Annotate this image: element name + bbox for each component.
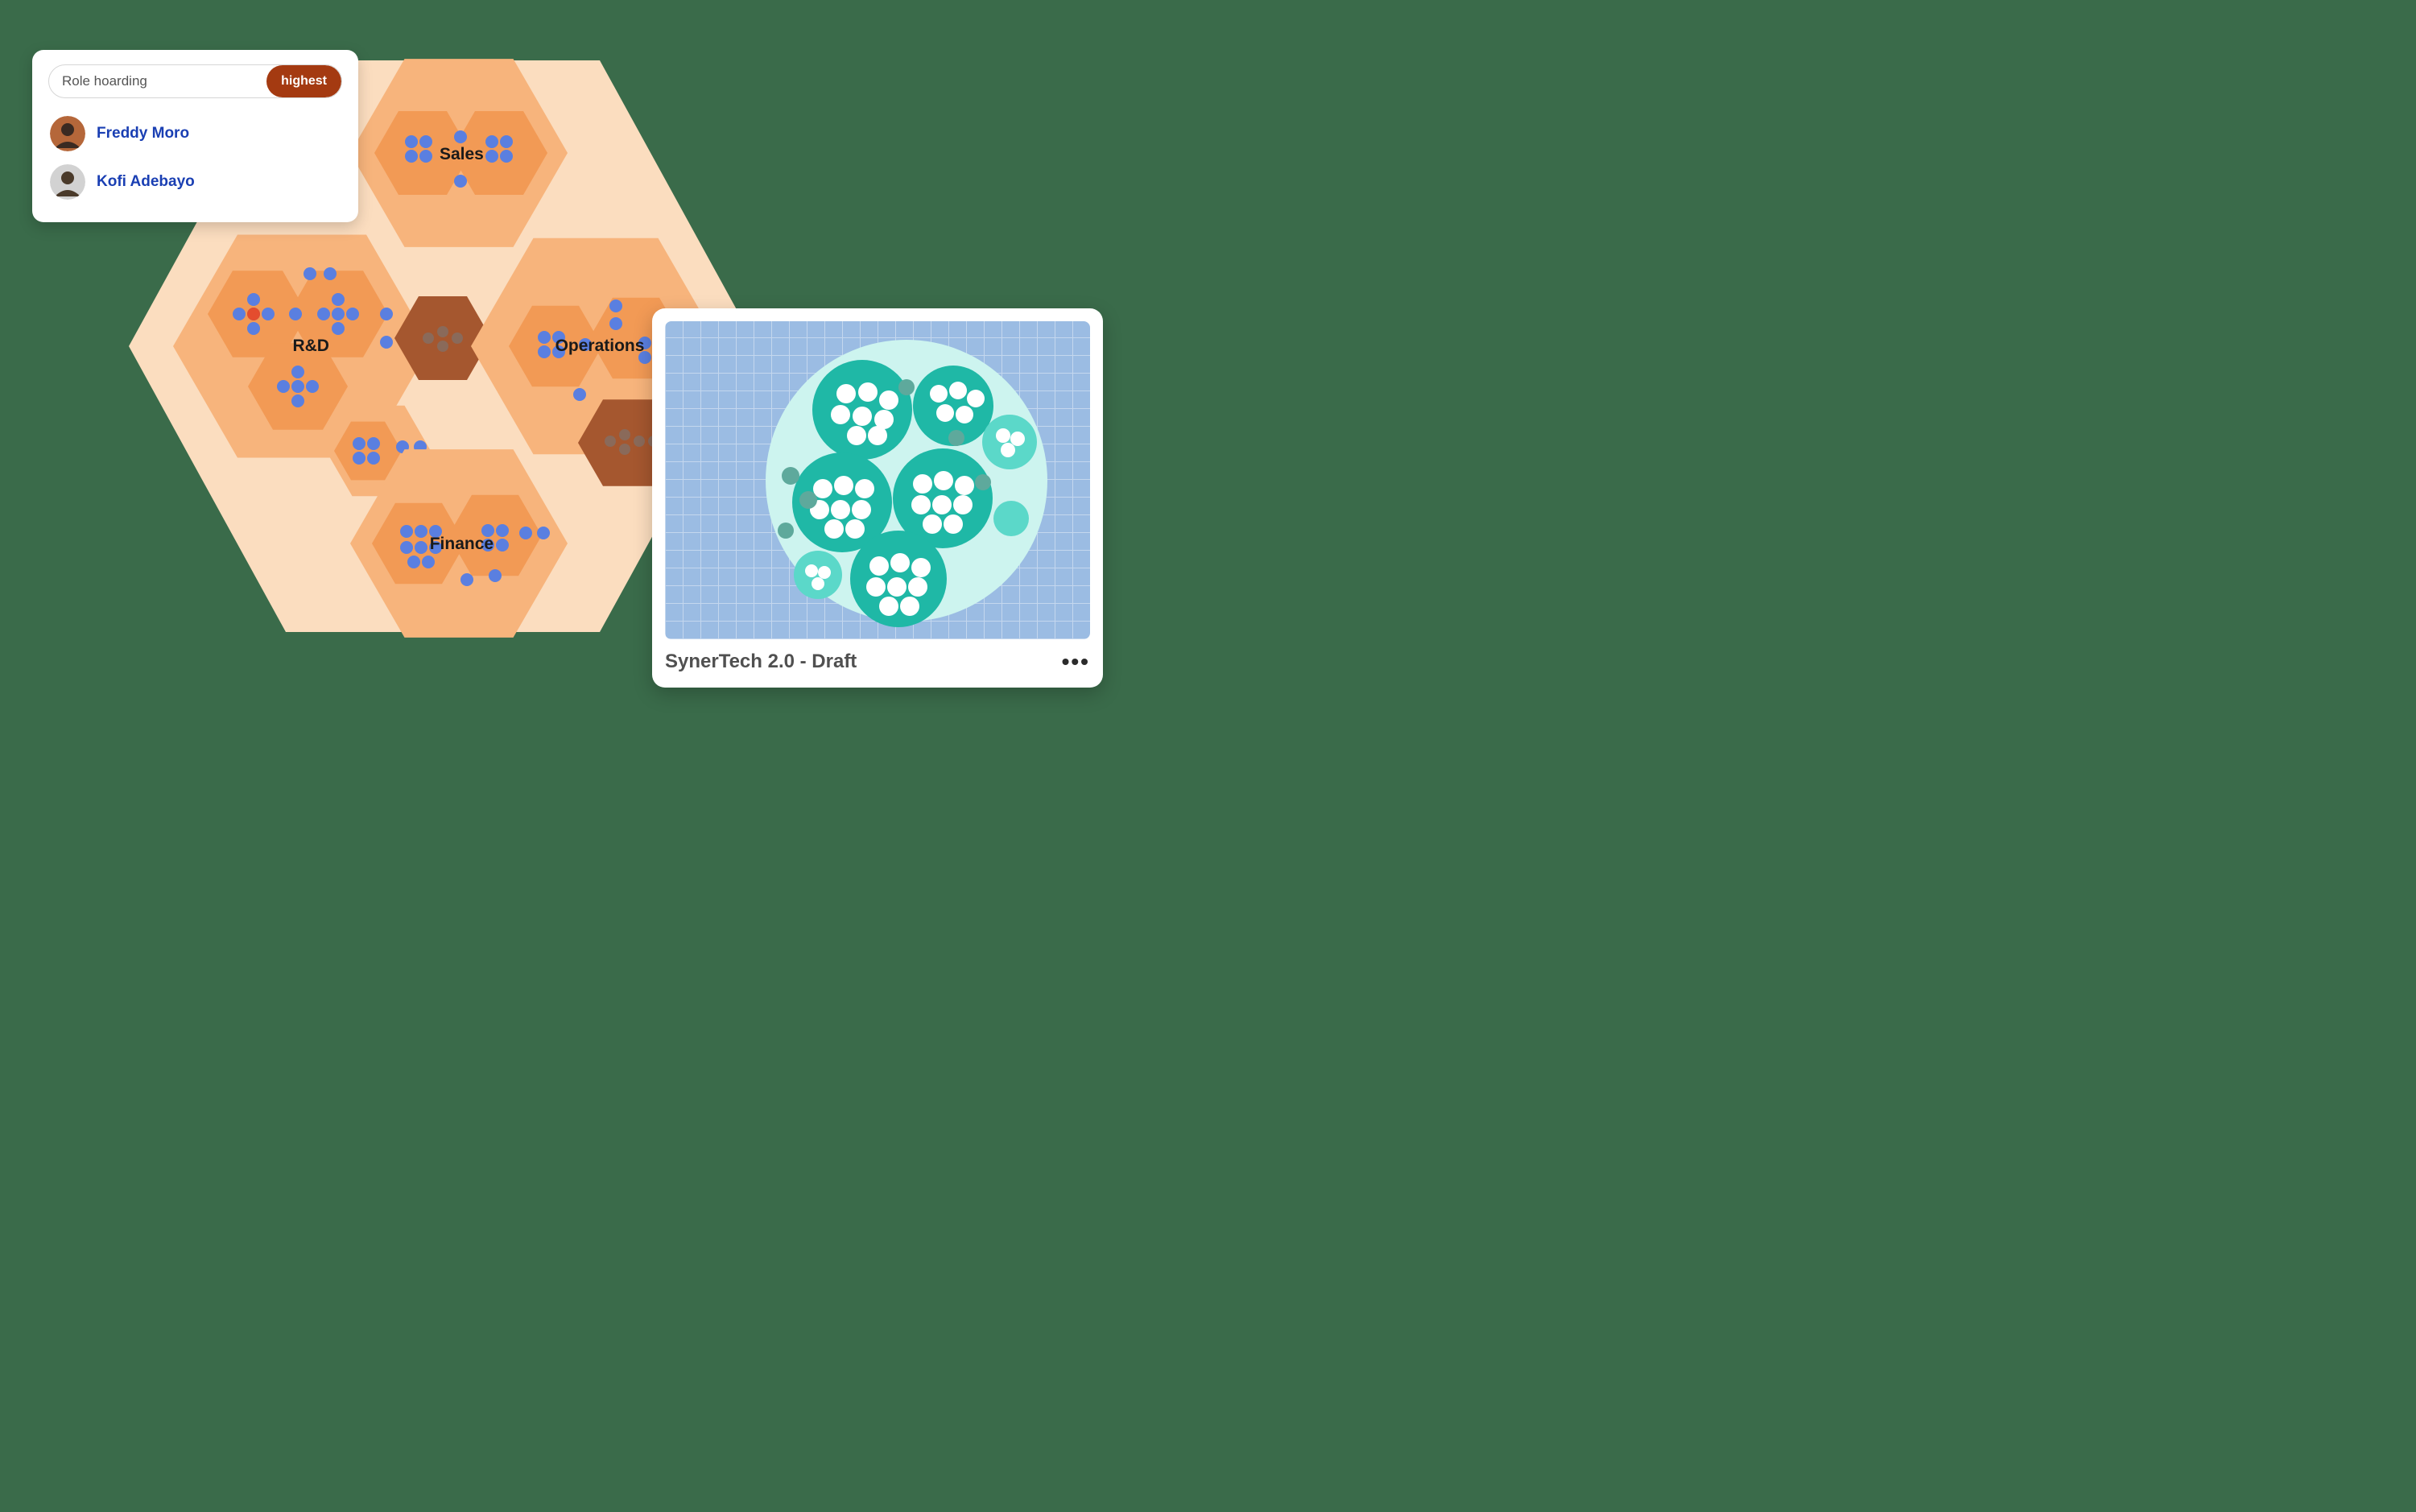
person-row[interactable]: Freddy Moro [48, 109, 342, 158]
role-hoarding-filter[interactable]: Role hoarding highest [48, 64, 342, 98]
role-hoarding-card: Role hoarding highest Freddy Moro Kofi A… [32, 50, 358, 222]
synertech-title: SynerTech 2.0 - Draft [665, 651, 857, 673]
circle-pack-svg [665, 321, 1090, 639]
synertech-canvas[interactable] [665, 321, 1090, 639]
synertech-card: SynerTech 2.0 - Draft ••• [652, 308, 1103, 688]
filter-badge[interactable]: highest [266, 65, 341, 97]
person-name: Kofi Adebayo [97, 173, 195, 191]
avatar-icon [50, 116, 85, 151]
filter-label: Role hoarding [49, 73, 266, 89]
person-row[interactable]: Kofi Adebayo [48, 158, 342, 206]
avatar-icon [50, 164, 85, 200]
more-icon[interactable]: ••• [1062, 656, 1090, 667]
person-name: Freddy Moro [97, 125, 189, 143]
